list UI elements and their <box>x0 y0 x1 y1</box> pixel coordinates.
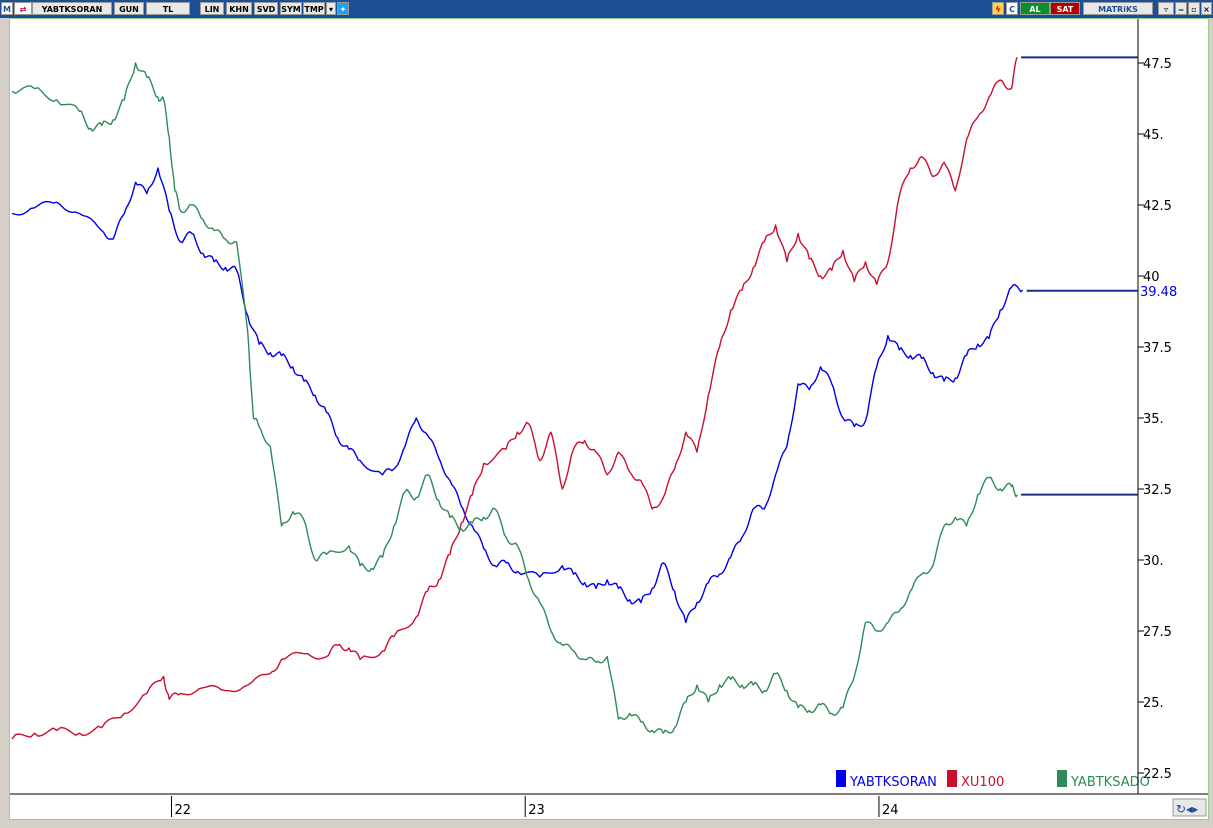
x-tick-label: 22 <box>174 803 191 818</box>
sym-button[interactable]: SYM <box>280 2 302 15</box>
status-bar <box>0 820 1213 828</box>
y-tick-label: 45. <box>1143 128 1164 143</box>
close-icon[interactable]: × <box>1201 2 1212 15</box>
legend-label: YABTKSORAN <box>849 775 937 790</box>
khn-button[interactable]: KHN <box>226 2 252 15</box>
dropdown-arrow-icon[interactable]: ▾ <box>326 2 336 15</box>
symbol-selector[interactable]: YABTKSORAN <box>32 2 112 15</box>
y-tick-label: 22.5 <box>1143 767 1172 782</box>
price-label: 39.48 <box>1140 285 1177 300</box>
y-tick-label: 27.5 <box>1143 625 1172 640</box>
minimize-icon[interactable]: ‒ <box>1175 2 1187 15</box>
maximize-icon[interactable]: ▫ <box>1188 2 1200 15</box>
legend-label: YABTKSADO <box>1070 775 1150 790</box>
buy-button[interactable]: AL <box>1020 2 1050 15</box>
c-button[interactable]: C <box>1006 2 1018 15</box>
matriks-logo[interactable]: M <box>1 2 13 15</box>
y-tick-label: 42.5 <box>1143 199 1172 214</box>
refresh-icon[interactable] <box>1172 798 1207 817</box>
y-tick-label: 35. <box>1143 412 1164 427</box>
legend-swatch <box>947 770 957 787</box>
chart-svg: 22.5 25. 27.5 30. 32.5 35. 37.5 40 42.5 45. 47.5 22… <box>10 19 1208 818</box>
menu-icon[interactable]: ▿ <box>1158 2 1174 15</box>
lightning-icon[interactable]: ϟ <box>992 2 1004 15</box>
series-line-xu100 <box>11 57 1018 740</box>
y-tick-label: 40 <box>1143 270 1160 285</box>
axis-overlap <box>1137 767 1139 791</box>
x-tick-label: 23 <box>528 803 545 818</box>
scroll-arrows-icon[interactable]: ↻◂▸ <box>1176 802 1198 816</box>
legend-swatch <box>1057 770 1067 787</box>
scroll-controls[interactable]: ↻◂▸ <box>1172 798 1207 817</box>
twitter-icon[interactable]: ✦ <box>337 2 349 15</box>
symbol-icon[interactable]: ⇄ <box>14 2 32 15</box>
chart-area[interactable]: 22.5 25. 27.5 30. 32.5 35. 37.5 40 42.5 45. 47.5 22… <box>9 18 1209 820</box>
lin-button[interactable]: LIN <box>200 2 224 15</box>
y-tick-label: 30. <box>1143 554 1164 569</box>
series-line-yabtksoran <box>11 167 1024 624</box>
x-tick-label: 24 <box>882 803 899 818</box>
svd-button[interactable]: SVD <box>254 2 278 15</box>
toolbar: M ⇄ YABTKSORAN GUN TL LIN KHN SVD SYM TM… <box>0 0 1213 18</box>
y-tick-label: 37.5 <box>1143 341 1172 356</box>
currency-selector[interactable]: TL <box>146 2 190 15</box>
y-tick-label: 47.5 <box>1143 57 1172 72</box>
sell-button[interactable]: SAT <box>1050 2 1080 15</box>
y-tick-label: 25. <box>1143 696 1164 711</box>
matriks-brand: MATRiKS <box>1083 2 1153 15</box>
y-tick-label: 32.5 <box>1143 483 1172 498</box>
tmp-button[interactable]: TMP <box>303 2 325 15</box>
legend-label: XU100 <box>961 775 1004 790</box>
period-selector[interactable]: GUN <box>114 2 144 15</box>
legend-swatch <box>836 770 846 787</box>
series-line-yabtksado <box>11 62 1018 734</box>
